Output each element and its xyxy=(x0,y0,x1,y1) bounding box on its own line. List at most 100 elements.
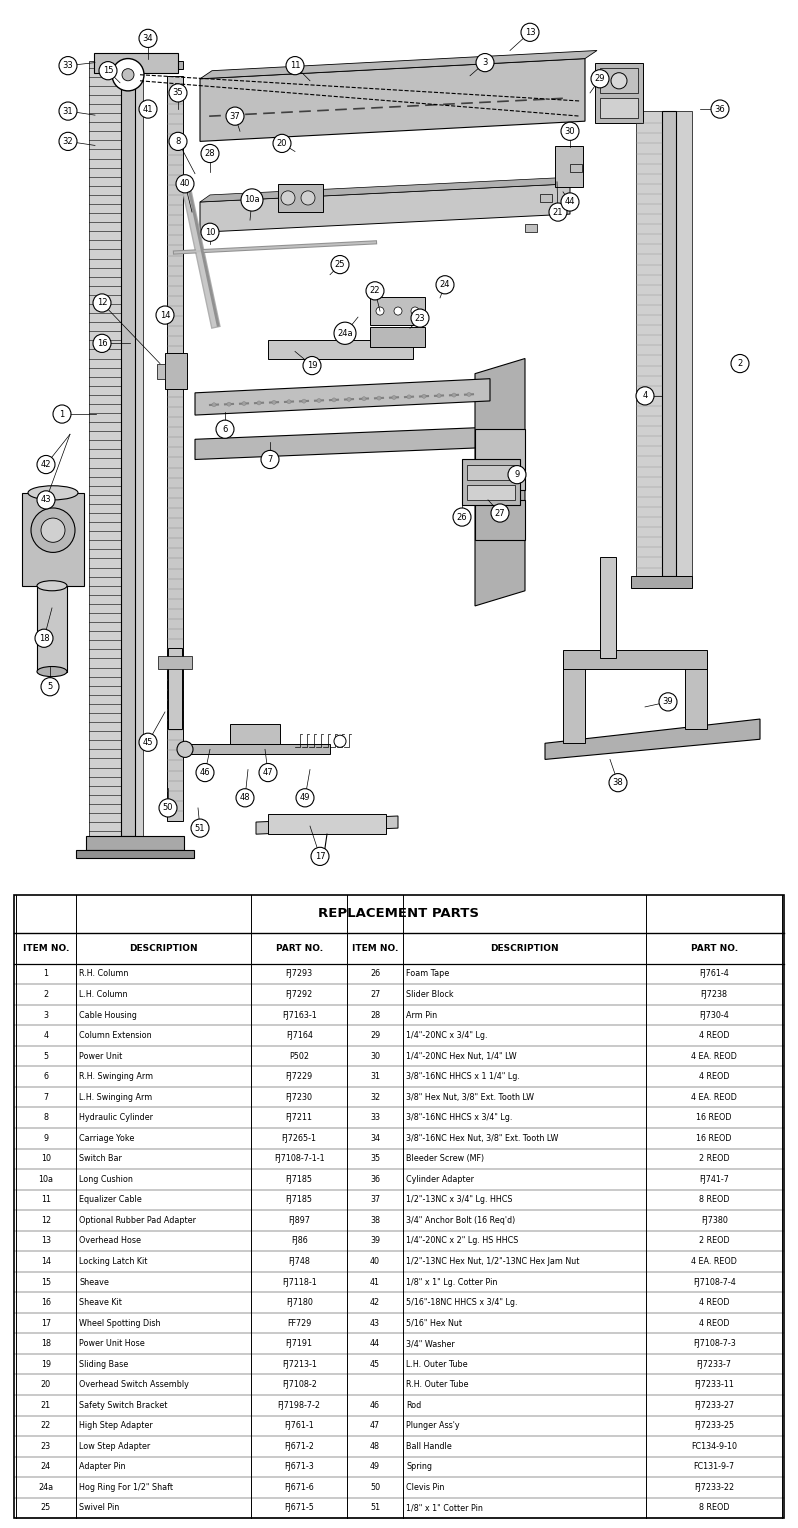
Text: 2: 2 xyxy=(737,359,743,368)
Text: 3/4" Washer: 3/4" Washer xyxy=(406,1339,455,1348)
Text: Hog Ring For 1/2" Shaft: Hog Ring For 1/2" Shaft xyxy=(79,1484,173,1491)
Bar xyxy=(168,648,182,729)
Circle shape xyxy=(273,134,291,153)
Text: 41: 41 xyxy=(370,1277,380,1287)
Bar xyxy=(128,61,183,69)
Text: 38: 38 xyxy=(370,1216,380,1225)
Text: 3/4" Anchor Bolt (16 Req'd): 3/4" Anchor Bolt (16 Req'd) xyxy=(406,1216,516,1225)
Bar xyxy=(600,67,638,93)
Circle shape xyxy=(332,397,336,402)
Text: 4 REOD: 4 REOD xyxy=(699,1031,729,1041)
Text: 30: 30 xyxy=(565,127,575,136)
Text: 46: 46 xyxy=(370,1401,380,1410)
Polygon shape xyxy=(195,428,490,460)
Text: FJ7233-25: FJ7233-25 xyxy=(694,1421,734,1430)
Text: Spring: Spring xyxy=(406,1462,433,1471)
Text: 24a: 24a xyxy=(338,329,353,338)
Bar xyxy=(370,296,425,325)
Text: FJ7238: FJ7238 xyxy=(701,990,728,999)
Text: FJ7293: FJ7293 xyxy=(286,969,313,978)
Text: 34: 34 xyxy=(370,1134,380,1143)
Text: REPLACEMENT PARTS: REPLACEMENT PARTS xyxy=(318,908,480,920)
Text: FJ7164: FJ7164 xyxy=(286,1031,313,1041)
Text: 23: 23 xyxy=(41,1442,51,1452)
Text: 5/16"-18NC HHCS x 3/4" Lg.: 5/16"-18NC HHCS x 3/4" Lg. xyxy=(406,1299,518,1306)
Text: Optional Rubber Pad Adapter: Optional Rubber Pad Adapter xyxy=(79,1216,196,1225)
Text: FJ7108-2: FJ7108-2 xyxy=(282,1380,317,1389)
Circle shape xyxy=(452,393,456,397)
Text: 39: 39 xyxy=(370,1236,380,1245)
Text: 37: 37 xyxy=(370,1195,380,1204)
Text: FJ7185: FJ7185 xyxy=(286,1195,313,1204)
Text: R.H. Swinging Arm: R.H. Swinging Arm xyxy=(79,1073,153,1082)
Bar xyxy=(475,500,525,541)
Bar xyxy=(525,225,537,232)
Text: 44: 44 xyxy=(565,197,575,206)
Text: 4: 4 xyxy=(642,391,648,400)
Text: FC134-9-10: FC134-9-10 xyxy=(691,1442,737,1452)
Text: 28: 28 xyxy=(205,150,215,157)
Text: FJ7211: FJ7211 xyxy=(286,1114,313,1122)
Circle shape xyxy=(41,518,65,542)
Circle shape xyxy=(561,122,579,141)
Text: 5: 5 xyxy=(43,1051,49,1060)
Text: 16: 16 xyxy=(97,339,107,348)
Circle shape xyxy=(93,335,111,353)
Text: 51: 51 xyxy=(370,1504,380,1513)
Text: 19: 19 xyxy=(41,1360,51,1369)
Circle shape xyxy=(491,504,509,523)
Text: Sheave Kit: Sheave Kit xyxy=(79,1299,122,1306)
Text: 20: 20 xyxy=(277,139,287,148)
Text: L.H. Column: L.H. Column xyxy=(79,990,128,999)
Text: DESCRIPTION: DESCRIPTION xyxy=(129,944,198,952)
Bar xyxy=(370,327,425,347)
Bar xyxy=(475,429,525,490)
Circle shape xyxy=(216,420,234,439)
Circle shape xyxy=(476,53,494,72)
Text: 3/8" Hex Nut, 3/8" Ext. Tooth LW: 3/8" Hex Nut, 3/8" Ext. Tooth LW xyxy=(406,1093,534,1102)
Text: 48: 48 xyxy=(239,793,251,802)
Text: FJ7185: FJ7185 xyxy=(286,1175,313,1184)
Text: 36: 36 xyxy=(370,1175,380,1184)
Text: 48: 48 xyxy=(370,1442,380,1452)
Text: 18: 18 xyxy=(41,1339,51,1348)
Text: 19: 19 xyxy=(306,361,318,370)
Text: Long Cushion: Long Cushion xyxy=(79,1175,133,1184)
Text: 25: 25 xyxy=(41,1504,51,1513)
Text: FJ897: FJ897 xyxy=(288,1216,310,1225)
Text: 7: 7 xyxy=(43,1093,49,1102)
Circle shape xyxy=(201,223,219,241)
Circle shape xyxy=(259,764,277,782)
Circle shape xyxy=(31,507,75,553)
Text: FJ7163-1: FJ7163-1 xyxy=(282,1010,317,1019)
Text: 21: 21 xyxy=(41,1401,51,1410)
Text: Bleeder Screw (MF): Bleeder Screw (MF) xyxy=(406,1154,484,1163)
Bar xyxy=(22,494,84,585)
Circle shape xyxy=(53,405,71,423)
Bar xyxy=(94,52,178,73)
Text: Arm Pin: Arm Pin xyxy=(406,1010,437,1019)
Circle shape xyxy=(521,23,539,41)
Circle shape xyxy=(286,57,304,75)
Bar xyxy=(467,484,515,500)
Text: Low Step Adapter: Low Step Adapter xyxy=(79,1442,150,1452)
Text: PART NO.: PART NO. xyxy=(275,944,323,952)
Circle shape xyxy=(212,403,216,406)
Circle shape xyxy=(611,73,627,89)
Text: FJ7118-1: FJ7118-1 xyxy=(282,1277,317,1287)
Text: 25: 25 xyxy=(334,260,346,269)
Text: 16: 16 xyxy=(41,1299,51,1306)
Text: 47: 47 xyxy=(370,1421,380,1430)
Text: FJ671-2: FJ671-2 xyxy=(284,1442,314,1452)
Text: FJ761-4: FJ761-4 xyxy=(699,969,729,978)
Text: 40: 40 xyxy=(180,179,190,188)
Circle shape xyxy=(99,61,117,79)
Text: Clevis Pin: Clevis Pin xyxy=(406,1484,444,1491)
Circle shape xyxy=(411,307,419,315)
Text: 10a: 10a xyxy=(244,196,260,205)
Text: Plunger Ass'y: Plunger Ass'y xyxy=(406,1421,460,1430)
Text: 30: 30 xyxy=(370,1051,380,1060)
Text: FJ730-4: FJ730-4 xyxy=(699,1010,729,1019)
Text: 3: 3 xyxy=(43,1010,49,1019)
Text: 1/4"-20NC x 3/4" Lg.: 1/4"-20NC x 3/4" Lg. xyxy=(406,1031,488,1041)
